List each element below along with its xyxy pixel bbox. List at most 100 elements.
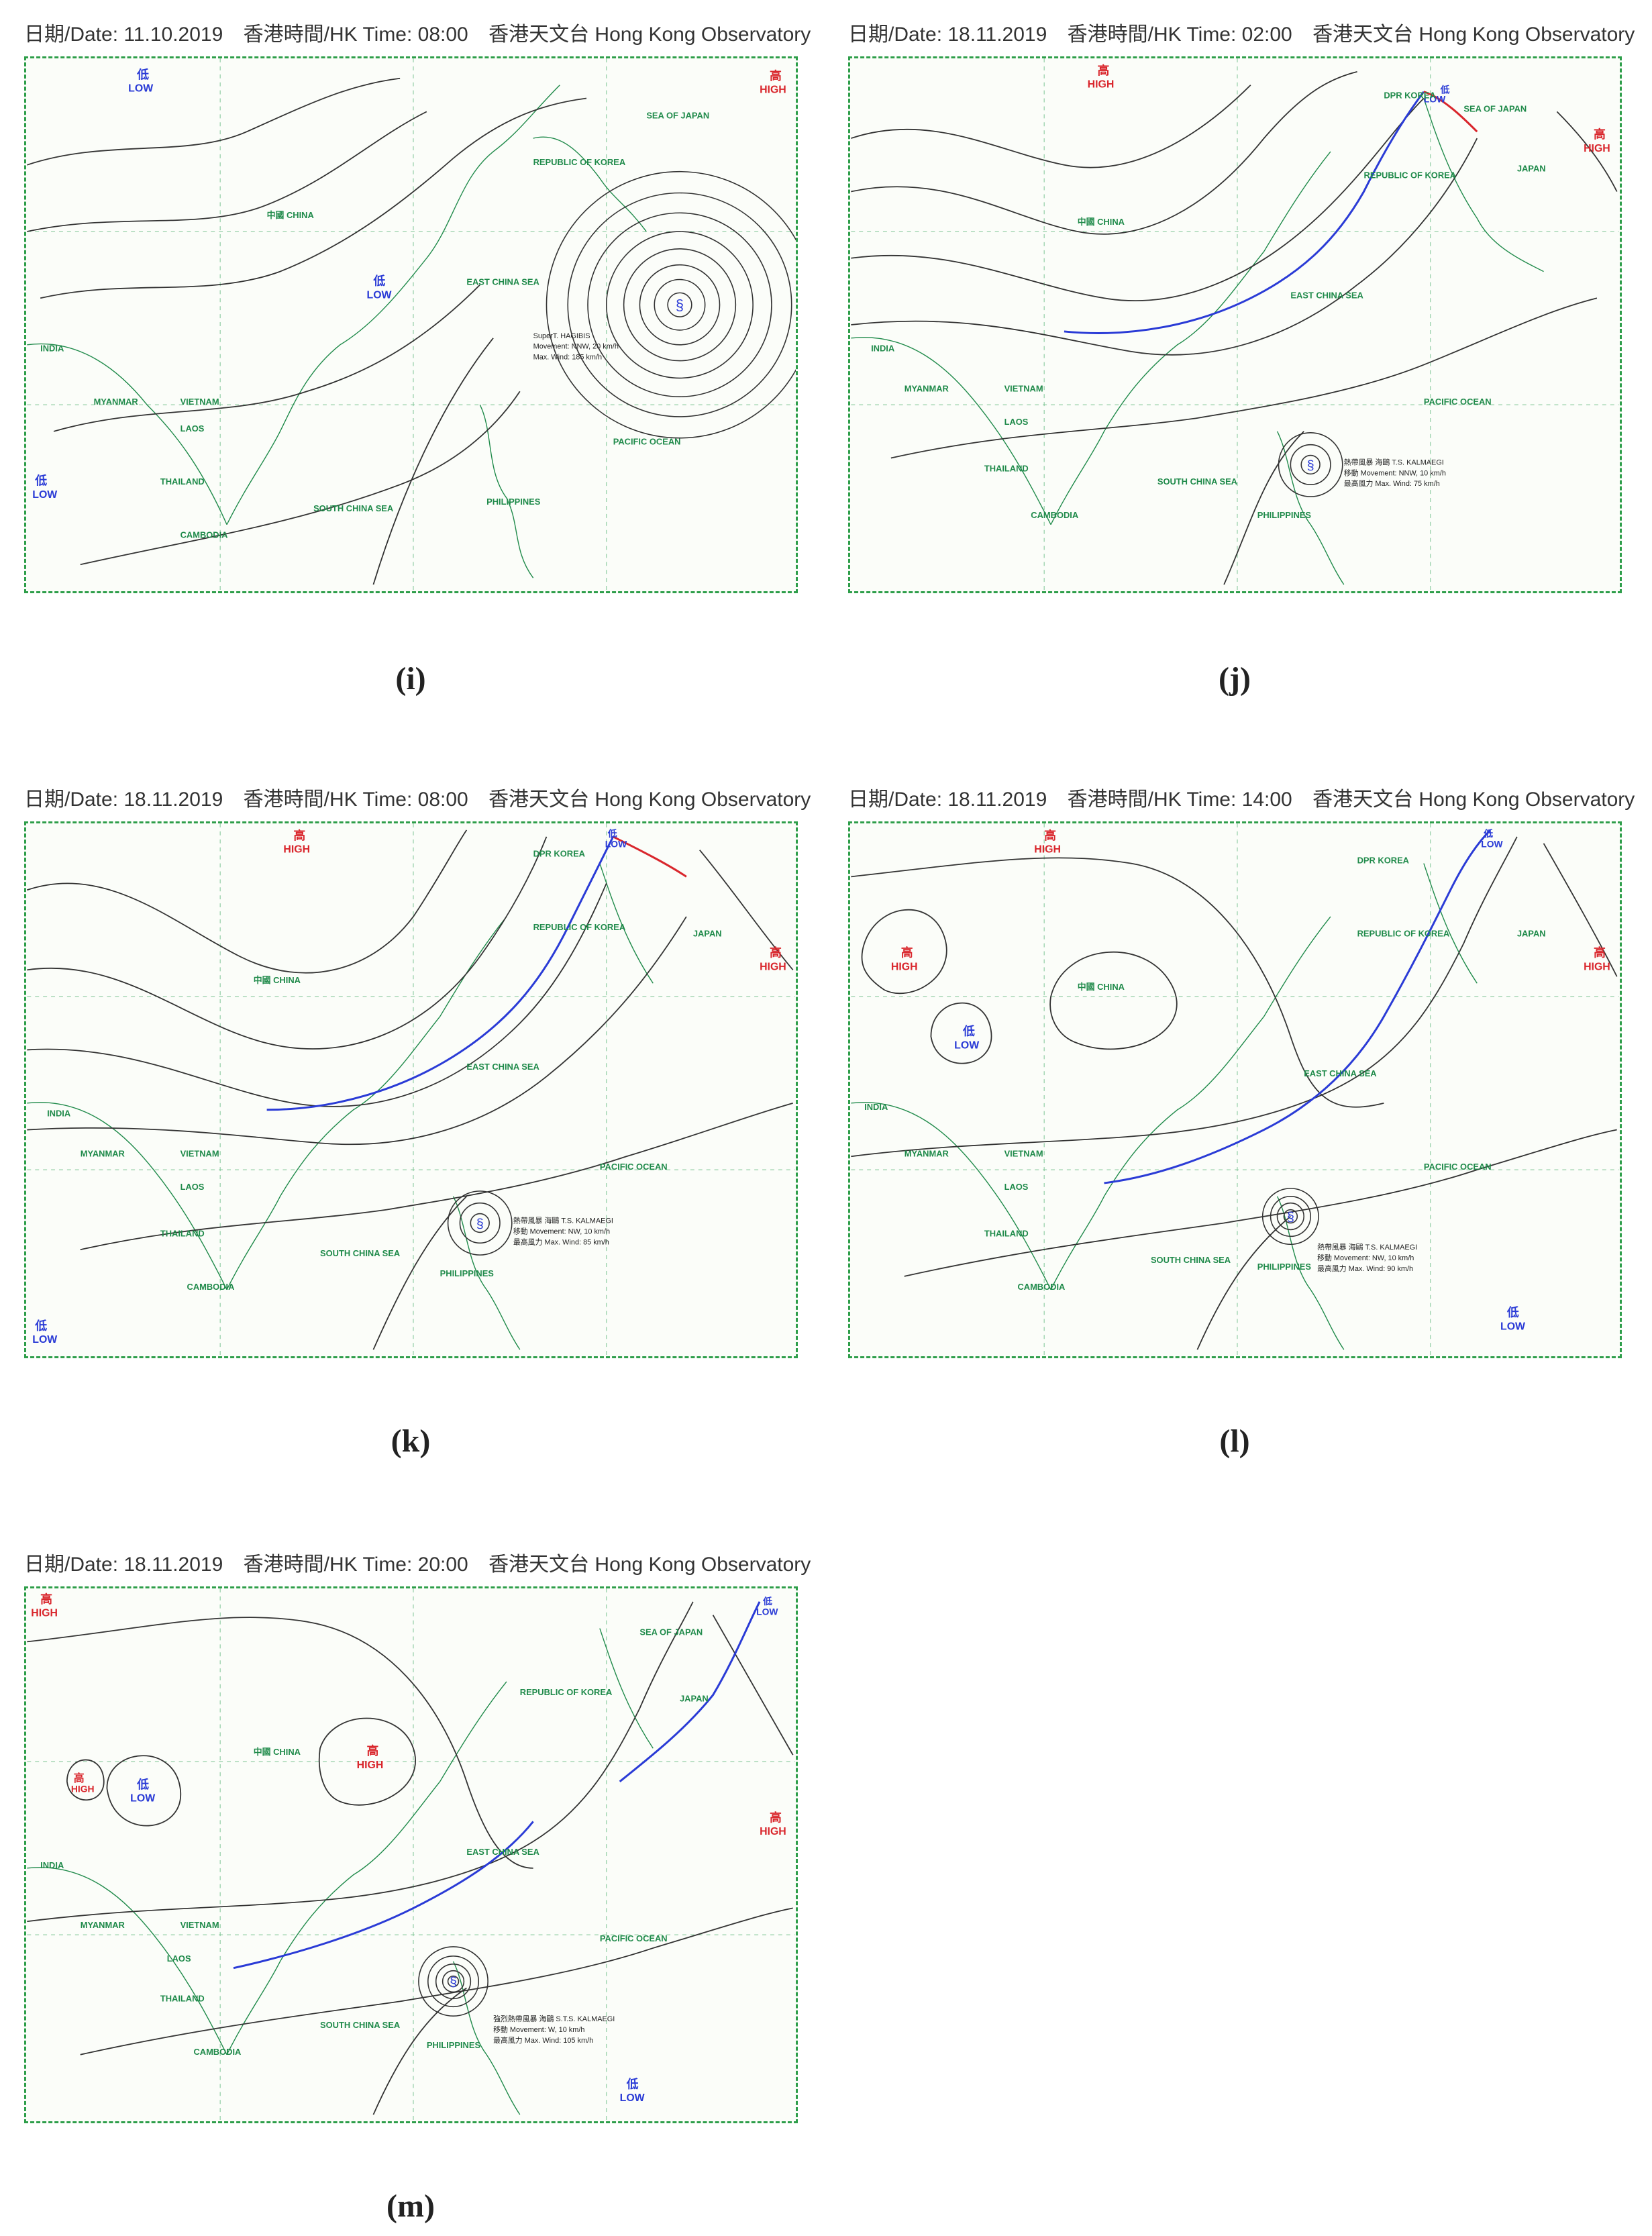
pressure-label-en: HIGH: [1034, 844, 1061, 856]
pressure-label-zh: 高: [1594, 946, 1606, 960]
panel-caption: (i): [395, 661, 426, 697]
pressure-label-en: LOW: [1500, 1321, 1525, 1332]
pressure-label-en: HIGH: [891, 961, 918, 972]
place-label: INDIA: [47, 1109, 70, 1119]
cold-front: [1064, 91, 1425, 334]
pressure-label-zh: 高: [1098, 63, 1110, 77]
typhoon-max-wind: 最高風力 Max. Wind: 90 km/h: [1317, 1264, 1413, 1273]
pressure-label-en: LOW: [32, 1334, 57, 1345]
place-label: INDIA: [40, 1860, 64, 1870]
typhoon-name: SuperT. HAGIBIS: [533, 332, 590, 340]
place-label: PACIFIC OCEAN: [600, 1162, 668, 1172]
place-label: MYANMAR: [905, 1148, 949, 1158]
pressure-label-en: LOW: [954, 1039, 979, 1051]
panel-caption: (l): [1219, 1423, 1250, 1459]
weather-map: § 高 HIGH 低 LOW 高 HIGH 低 LOW 高 HIGH 低 LOW…: [848, 821, 1622, 1358]
warm-front: [613, 835, 687, 878]
place-label: VIETNAM: [180, 1920, 219, 1930]
pressure-label-en: HIGH: [1088, 79, 1115, 91]
typhoon-name: 熱帶風暴 海鷗 T.S. KALMAEGI: [513, 1216, 613, 1225]
place-label: EAST CHINA SEA: [466, 1847, 539, 1857]
pressure-label-zh: 高: [770, 68, 782, 83]
typhoon-max-wind: 最高風力 Max. Wind: 85 km/h: [513, 1237, 609, 1246]
place-label: 中國 CHINA: [1078, 217, 1125, 227]
place-label: INDIA: [40, 344, 64, 354]
pressure-label-zh: 高: [901, 946, 913, 960]
map-svg: § 高 HIGH 低 LOW 高 HIGH 中國 CHINA INDIA MYA…: [851, 58, 1619, 591]
pressure-label-en: LOW: [130, 1793, 155, 1805]
chart-time: 香港時間/HK Time: 20:00: [243, 1554, 468, 1576]
pressure-label-zh: 高: [293, 828, 305, 842]
place-label: MYANMAR: [905, 383, 949, 393]
place-label: PHILIPPINES: [427, 2040, 481, 2050]
place-label: 中國 CHINA: [1078, 982, 1125, 992]
place-label: PACIFIC OCEAN: [1424, 1162, 1492, 1172]
place-label: JAPAN: [1517, 164, 1546, 174]
map-svg: § 高 HIGH 低 LOW 高 HIGH 低 LOW 高 HIGH 低 LOW…: [851, 823, 1619, 1356]
place-label: PACIFIC OCEAN: [613, 437, 681, 447]
chart-header: 日期/Date: 18.11.2019 香港時間/HK Time: 14:00 …: [848, 781, 1635, 819]
place-label: DPR KOREA: [1357, 856, 1409, 866]
place-label: MYANMAR: [81, 1148, 125, 1158]
typhoon-isobars: [546, 170, 796, 439]
pressure-label-zh: 高: [40, 1592, 52, 1606]
place-label: REPUBLIC OF KOREA: [1364, 170, 1457, 181]
weather-map: § 低 LOW 高 HIGH 低 LOW 低 LOW 中國 CHINA INDI…: [24, 56, 798, 593]
cold-front: [233, 1821, 534, 1970]
typhoon-icon: §: [476, 1216, 484, 1231]
place-label: EAST CHINA SEA: [466, 276, 539, 287]
place-label: MYANMAR: [81, 1920, 125, 1930]
place-label: EAST CHINA SEA: [466, 1062, 539, 1072]
chart-date: 日期/Date: 18.11.2019: [24, 789, 223, 811]
place-label: DPR KOREA: [1384, 91, 1435, 101]
place-label: CAMBODIA: [180, 530, 228, 540]
typhoon-movement: Movement: NNW, 20 km/h: [533, 343, 619, 351]
place-label: SOUTH CHINA SEA: [320, 2020, 400, 2030]
typhoon-max-wind: 最高風力 Max. Wind: 75 km/h: [1344, 478, 1440, 488]
pressure-label-en: LOW: [756, 1607, 778, 1617]
pressure-label-zh: 低: [34, 1318, 47, 1332]
chart-header: 日期/Date: 18.11.2019 香港時間/HK Time: 20:00 …: [24, 1546, 811, 1584]
place-label: LAOS: [180, 1182, 205, 1192]
place-label: PACIFIC OCEAN: [600, 1933, 668, 1943]
typhoon-icon: §: [1287, 1210, 1294, 1225]
panel-caption: (m): [386, 2188, 435, 2224]
place-label: SEA OF JAPAN: [1463, 103, 1527, 113]
place-label: DPR KOREA: [533, 849, 585, 859]
chart-observatory: 香港天文台 Hong Kong Observatory: [488, 1554, 811, 1576]
pressure-label-en: HIGH: [760, 961, 786, 972]
pressure-label-en: LOW: [366, 289, 391, 301]
place-label: SEA OF JAPAN: [646, 110, 709, 120]
place-label: MYANMAR: [94, 397, 139, 407]
place-label: VIETNAM: [1004, 1148, 1043, 1158]
pressure-label-zh: 低: [626, 2076, 639, 2090]
pressure-label-en: LOW: [1481, 839, 1503, 850]
place-label: LAOS: [1004, 417, 1029, 427]
typhoon-movement: 移動 Movement: NW, 10 km/h: [1317, 1253, 1414, 1262]
place-label: VIETNAM: [1004, 383, 1043, 393]
pressure-label-en: LOW: [605, 839, 627, 850]
place-label: LAOS: [180, 423, 205, 434]
pressure-label-en: HIGH: [1584, 143, 1610, 154]
place-label: REPUBLIC OF KOREA: [520, 1687, 613, 1697]
chart-time: 香港時間/HK Time: 08:00: [243, 23, 468, 46]
place-label: CAMBODIA: [193, 2047, 241, 2057]
pressure-label-zh: 高: [74, 1772, 85, 1784]
typhoon-name: 強烈熱帶風暴 海鷗 S.T.S. KALMAEGI: [493, 2014, 615, 2023]
chart-observatory: 香港天文台 Hong Kong Observatory: [488, 23, 811, 46]
pressure-label-zh: 低: [762, 1596, 772, 1607]
place-label: JAPAN: [680, 1694, 709, 1704]
place-label: REPUBLIC OF KOREA: [1357, 929, 1450, 939]
chart-date: 日期/Date: 18.11.2019: [848, 789, 1047, 811]
place-label: CAMBODIA: [187, 1282, 235, 1292]
place-label: 中國 CHINA: [254, 975, 301, 985]
place-label: REPUBLIC OF KOREA: [533, 922, 626, 932]
isobars: [27, 77, 587, 585]
chart-observatory: 香港天文台 Hong Kong Observatory: [1312, 23, 1635, 46]
place-label: THAILAND: [984, 1228, 1029, 1238]
chart-time: 香港時間/HK Time: 08:00: [243, 789, 468, 811]
place-label: THAILAND: [160, 476, 205, 487]
weather-map: § 高 HIGH 低 LOW 高 HIGH 低 LOW 中國 CHINA IND…: [24, 821, 798, 1358]
map-svg: § 高 HIGH 低 LOW 高 HIGH 低 LOW 中國 CHINA IND…: [27, 823, 795, 1356]
pressure-label-zh: 低: [34, 473, 47, 487]
